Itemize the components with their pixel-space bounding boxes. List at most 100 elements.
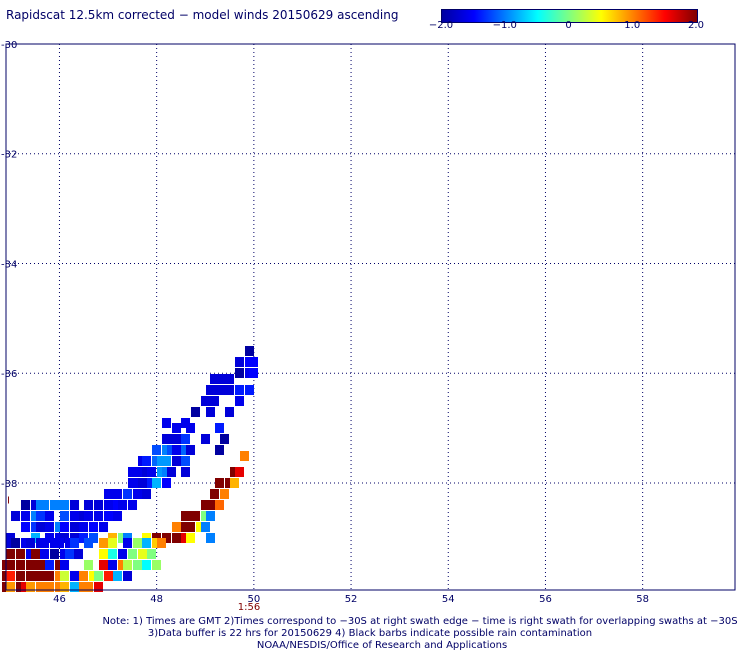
wind-cell [152,456,161,466]
wind-cell [94,571,103,581]
wind-cell [79,582,88,592]
wind-cell [6,571,15,581]
footer-credit: NOAA/NESDIS/Office of Research and Appli… [256,640,508,651]
wind-cell [230,478,239,488]
wind-cell [186,533,195,543]
wind-cell [235,396,244,406]
wind-cell [215,423,224,433]
wind-cell [104,571,113,581]
wind-cell [40,500,49,510]
wind-cell [99,538,108,548]
wind-cell [21,522,30,532]
wind-cell [181,467,190,477]
wind-cell [79,571,88,581]
wind-cell [79,522,88,532]
wind-cell [152,478,161,488]
wind-cell [99,522,108,532]
wind-cell [181,533,190,543]
wind-cell [16,582,25,592]
map-frame [5,43,736,591]
wind-cell [26,549,35,559]
wind-cell [60,571,69,581]
wind-cell [215,374,224,384]
wind-cell [147,478,156,488]
wind-cell [138,478,147,488]
wind-cell [16,560,25,570]
wind-cell [6,538,15,548]
wind-cell [191,511,200,521]
map-title: Rapidscat 12.5km corrected − model winds… [6,8,399,22]
wind-cell [201,434,210,444]
wind-cell [138,549,147,559]
wind-cell [89,571,98,581]
wind-cell [172,456,181,466]
wind-cell [157,456,166,466]
axis-labels: -30 -32 -34 -36 -38 46 48 50 52 54 56 58 1:56 I [1,40,649,613]
wind-cell [70,582,79,592]
wind-cell [186,511,195,521]
wind-cell [142,456,151,466]
wind-cell [181,445,190,455]
wind-cell [128,478,137,488]
wind-cell [249,357,258,367]
wind-cell [220,385,229,395]
wind-cell [186,423,195,433]
left-edge-marker: I [7,495,10,506]
wind-cell [31,522,40,532]
wind-cell [152,538,161,548]
wind-cell [118,533,127,543]
wind-cell [31,549,40,559]
wind-cell [245,385,254,395]
wind-cell [50,538,59,548]
wind-cell [84,511,93,521]
wind-cell [142,489,151,499]
wind-cell [128,500,137,510]
wind-cell [26,571,35,581]
wind-cell [196,522,205,532]
wind-cell [50,500,59,510]
wind-cell [89,533,98,543]
colorbar-label: 1.0 [624,20,641,31]
wind-cell [74,549,83,559]
wind-cell [206,533,215,543]
wind-cell [31,571,40,581]
wind-cell [16,549,25,559]
wind-cell [60,533,69,543]
wind-cell [201,500,210,510]
footer-note-line2: 3)Data buffer is 22 hrs for 20150629 4) … [147,628,593,639]
wind-cell [113,571,122,581]
colorbar-label: −1.0 [492,20,517,31]
wind-cell [55,571,64,581]
wind-cell [206,511,215,521]
wind-cell [60,582,69,592]
wind-cell [147,549,156,559]
wind-cell [45,511,54,521]
wind-cell [206,385,215,395]
wind-cell [172,423,181,433]
wind-cell [225,374,234,384]
wind-cell [36,522,45,532]
wind-cell [181,456,190,466]
wind-cell [133,489,142,499]
wind-cell [201,522,210,532]
wind-cell [245,346,254,356]
wind-cell [133,478,142,488]
wind-cell [113,489,122,499]
wind-cell [118,560,127,570]
wind-cell [26,582,35,592]
wind-cell [45,533,54,543]
wind-cell [167,467,176,477]
wind-cell [235,357,244,367]
wind-cell [162,533,171,543]
wind-cell [215,500,224,510]
wind-cell [210,396,219,406]
wind-cell [181,522,190,532]
wind-cell [230,467,239,477]
wind-cell [40,560,49,570]
wind-cell [118,549,127,559]
wind-cell [89,522,98,532]
wind-cell [249,368,258,378]
wind-cell [45,571,54,581]
wind-cell [167,434,176,444]
